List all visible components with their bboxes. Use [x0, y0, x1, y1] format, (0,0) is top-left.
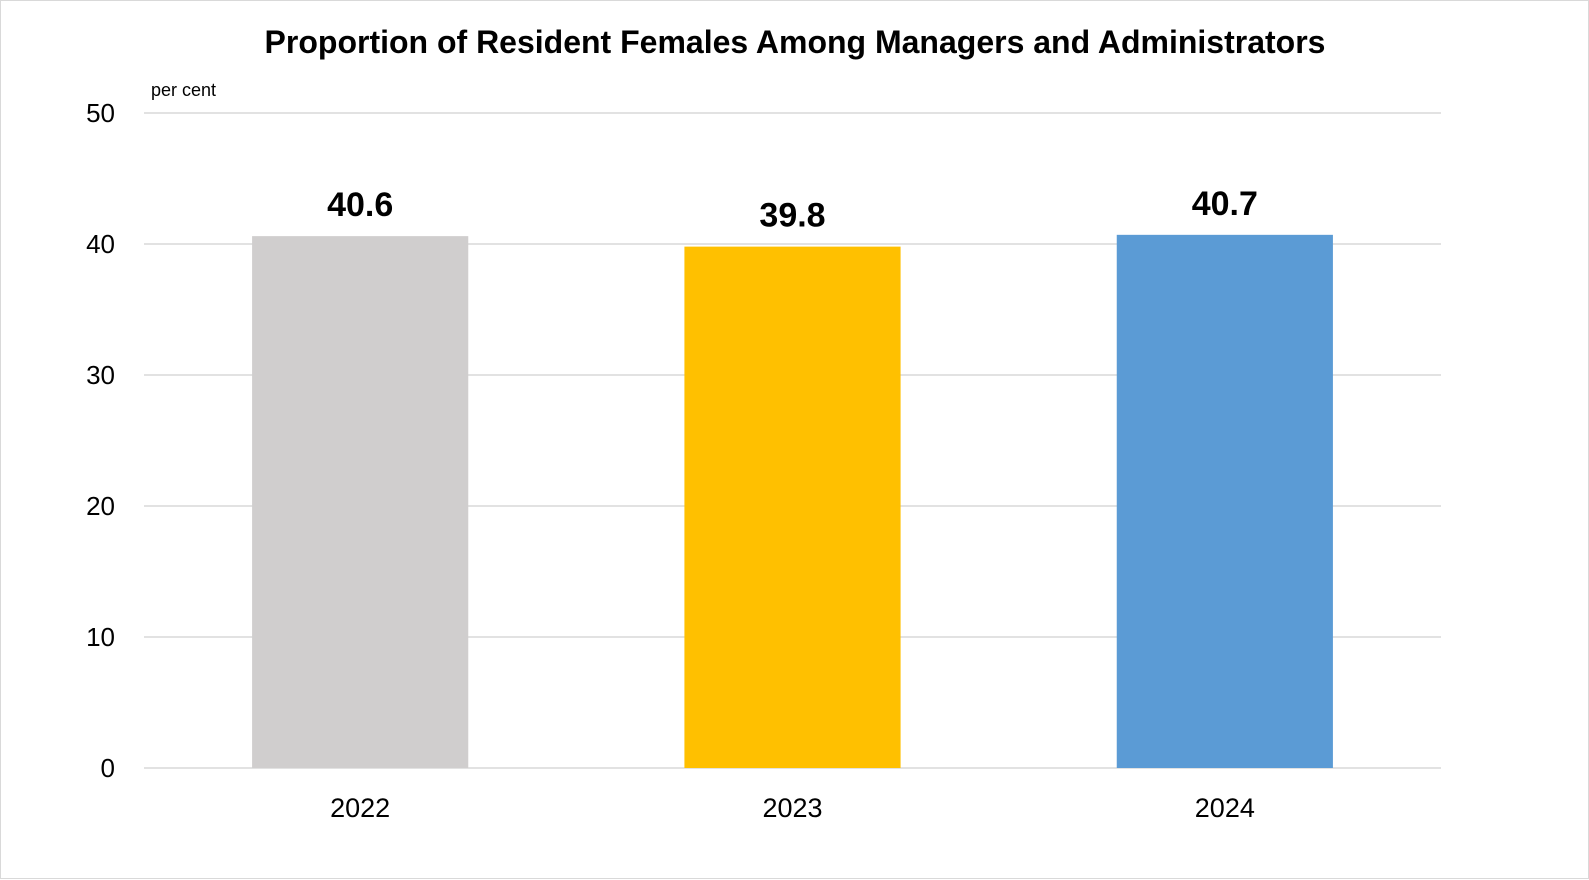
y-axis-tick-labels: 0 10 20 30 40 50: [86, 98, 115, 783]
x-tick-label-2023: 2023: [762, 793, 822, 823]
bars: [252, 234, 1333, 768]
chart-title: Proportion of Resident Females Among Man…: [265, 24, 1326, 60]
x-tick-label-2024: 2024: [1195, 793, 1255, 823]
y-tick-label: 10: [86, 622, 115, 652]
x-tick-label-2022: 2022: [330, 793, 390, 823]
bar-2022: [252, 236, 469, 768]
data-label-2024: 40.7: [1192, 185, 1258, 223]
x-axis-tick-labels: 2022 2023 2024: [330, 793, 1255, 823]
y-tick-label: 0: [101, 753, 115, 783]
data-labels: 40.6 39.8 40.7: [327, 185, 1258, 235]
y-axis-unit-label: per cent: [151, 80, 216, 100]
data-label-2023: 39.8: [759, 197, 825, 235]
y-tick-label: 30: [86, 360, 115, 390]
y-tick-label: 40: [86, 229, 115, 259]
bar-2024: [1116, 234, 1333, 768]
bar-2023: [684, 246, 901, 768]
data-label-2022: 40.6: [327, 186, 393, 224]
y-tick-label: 20: [86, 491, 115, 521]
y-tick-label: 50: [86, 98, 115, 128]
